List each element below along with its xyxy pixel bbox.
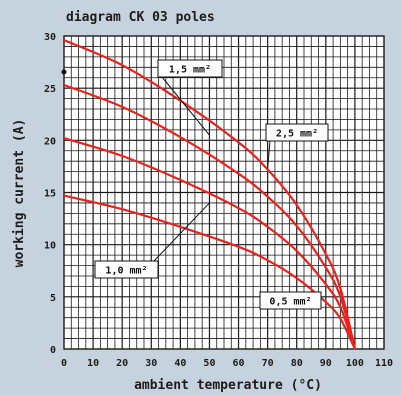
y-tick-label: 30 bbox=[44, 32, 56, 43]
grid bbox=[64, 36, 384, 349]
y-tick-label: 25 bbox=[44, 84, 56, 95]
callout-leader bbox=[153, 202, 210, 262]
callout-box bbox=[94, 260, 159, 279]
x-tick-label: 30 bbox=[145, 358, 157, 369]
x-axis-ticks: 0 10 20 30 40 50 60 70 80 90 100 110 bbox=[61, 358, 393, 369]
y-tick-label: 0 bbox=[50, 345, 56, 356]
x-tick-label: 70 bbox=[262, 358, 274, 369]
callout-label: 1,0 mm² bbox=[105, 266, 147, 277]
x-tick-label: 10 bbox=[87, 358, 99, 369]
y-tick-label: 5 bbox=[50, 293, 56, 304]
series-line bbox=[63, 194, 356, 350]
x-tick-label: 110 bbox=[375, 358, 393, 369]
x-tick-label: 60 bbox=[233, 358, 245, 369]
callout-label: 2,5 mm² bbox=[276, 129, 318, 140]
callout-label: 0,5 mm² bbox=[269, 297, 311, 308]
x-tick-label: 40 bbox=[174, 358, 186, 369]
x-tick-label: 90 bbox=[320, 358, 332, 369]
y-tick-label: 10 bbox=[44, 241, 56, 252]
y-axis-label: working current (A) bbox=[12, 119, 27, 268]
callout-box bbox=[259, 291, 322, 310]
y-axis-ticks: 0 5 10 15 20 25 30 bbox=[44, 32, 56, 356]
callouts: 1,5 mm² 2,5 mm² 1,0 mm² 0,5 mm² bbox=[94, 59, 329, 310]
y-tick-label: 20 bbox=[44, 136, 56, 147]
curves bbox=[63, 39, 356, 350]
x-tick-label: 100 bbox=[346, 358, 364, 369]
x-tick-label: 80 bbox=[291, 358, 303, 369]
y-tick-label: 15 bbox=[44, 189, 56, 200]
x-tick-label: 0 bbox=[61, 358, 67, 369]
callout-label: 1,5 mm² bbox=[169, 65, 211, 76]
callout-leader bbox=[161, 76, 210, 136]
x-tick-label: 20 bbox=[116, 358, 128, 369]
callout-leader bbox=[267, 140, 271, 169]
x-axis-label: ambient temperature (°C) bbox=[134, 378, 322, 393]
chart-title: diagram CK 03 poles bbox=[66, 10, 215, 25]
series-line bbox=[63, 83, 356, 350]
series-line bbox=[63, 137, 356, 350]
callout-box bbox=[265, 123, 329, 142]
x-tick-label: 50 bbox=[203, 358, 215, 369]
callout-box bbox=[157, 59, 223, 78]
series-line bbox=[63, 39, 356, 350]
marker-dot bbox=[61, 69, 67, 75]
